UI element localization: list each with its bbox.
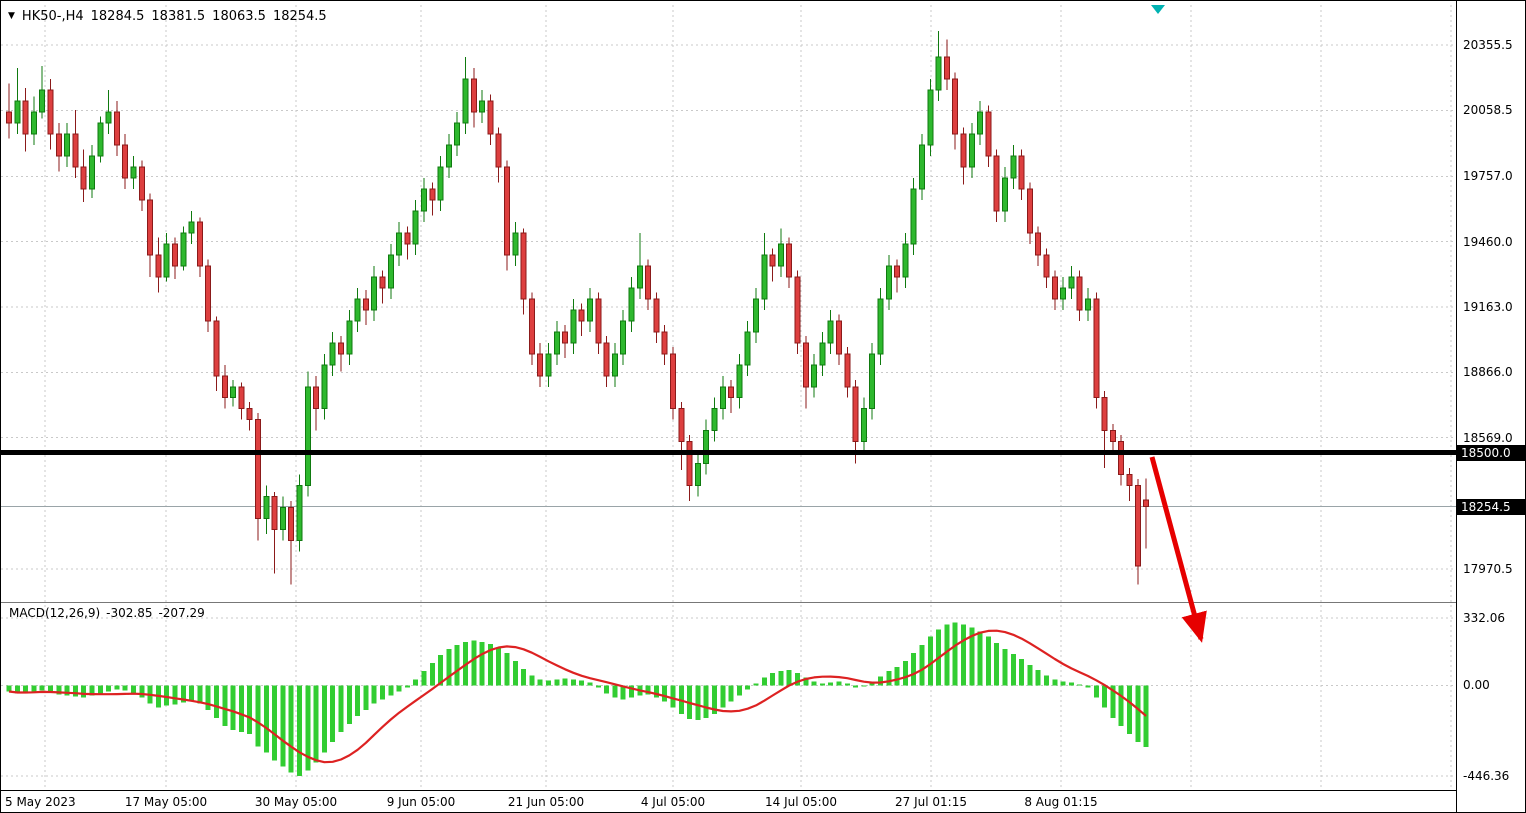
time-axis-label: 4 Jul 05:00 bbox=[640, 795, 706, 809]
time-axis-label: 17 May 05:00 bbox=[124, 795, 208, 809]
ohlc-open-value: 18284.5 bbox=[90, 9, 145, 24]
price-axis[interactable]: 20355.5 20058.5 19757.0 19460.0 19163.0 18866… bbox=[1456, 1, 1525, 812]
price-axis-label: 20355.5 bbox=[1463, 38, 1513, 52]
chart-shift-icon[interactable] bbox=[1151, 5, 1165, 14]
current-price-badge: 18254.5 bbox=[1457, 498, 1525, 515]
ohlc-low-value: 18063.5 bbox=[212, 9, 266, 24]
symbol-info-overlay: ▼ HK50-,H4 18284.5 18381.5 18063.5 18254… bbox=[8, 9, 327, 24]
time-axis-label: 27 Jul 01:15 bbox=[895, 795, 967, 809]
macd-axis-label: 332.06 bbox=[1463, 611, 1505, 625]
symbol-dropdown-icon[interactable]: ▼ bbox=[8, 11, 15, 21]
time-axis-label: 9 Jun 05:00 bbox=[386, 795, 456, 809]
macd-main-value: -302.85 bbox=[106, 606, 153, 620]
time-axis-label: 8 Aug 01:15 bbox=[1024, 795, 1098, 809]
price-axis-label: 19460.0 bbox=[1463, 234, 1513, 249]
ohlc-close-value: 18254.5 bbox=[272, 9, 327, 24]
price-axis-label: 17970.5 bbox=[1463, 562, 1513, 576]
macd-signal-line bbox=[8, 629, 1147, 764]
time-axis-label: 30 May 05:00 bbox=[254, 795, 338, 809]
ohlc-high-value: 18381.5 bbox=[151, 9, 206, 24]
price-axis-label: 19163.0 bbox=[1463, 300, 1513, 314]
macd-axis-label: 0.00 bbox=[1463, 678, 1490, 693]
macd-signal-value: -207.29 bbox=[158, 606, 205, 620]
candlesticks bbox=[6, 30, 1150, 585]
macd-name: MACD(12,26,9) bbox=[9, 606, 101, 620]
macd-indicator-label: MACD(12,26,9) -302.85 -207.29 bbox=[9, 606, 205, 620]
time-axis-label: 14 Jul 05:00 bbox=[765, 795, 837, 809]
price-axis-label: 18866.0 bbox=[1463, 365, 1513, 380]
price-axis-label: 19757.0 bbox=[1463, 169, 1513, 184]
price-axis-label: 18569.0 bbox=[1463, 430, 1513, 445]
time-axis-label: 21 Jun 05:00 bbox=[507, 795, 585, 809]
macd-histogram bbox=[6, 622, 1149, 776]
price-axis-label: 20058.5 bbox=[1463, 103, 1513, 118]
time-axis-label: 5 May 2023 bbox=[5, 795, 76, 809]
macd-axis-label: -446.36 bbox=[1463, 769, 1510, 783]
symbol-timeframe-label: HK50-,H4 bbox=[21, 9, 84, 24]
level-price-badge: 18500.0 bbox=[1457, 444, 1525, 461]
trend-arrow[interactable] bbox=[1149, 456, 1207, 643]
price-chart-canvas[interactable] bbox=[1, 1, 1456, 813]
